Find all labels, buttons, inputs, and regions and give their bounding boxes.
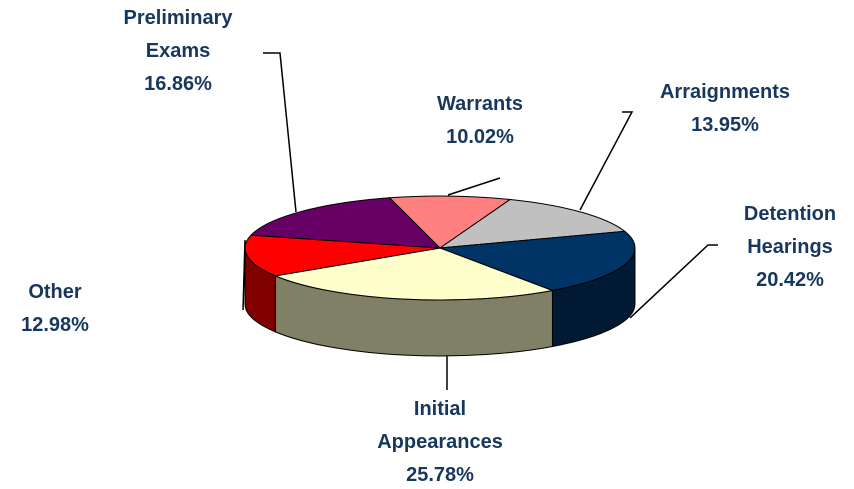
slice-label: Detention Hearings 20.42% <box>744 198 836 297</box>
leader-line <box>447 177 501 196</box>
pie-slice <box>439 230 636 292</box>
slice-name: Arraignments <box>659 81 791 103</box>
slice-name: Detention Hearings <box>743 203 837 258</box>
slice-name: Other <box>28 281 82 303</box>
slice-label: Preliminary Exams 16.86% <box>124 2 233 101</box>
slice-label: Other 12.98% <box>21 276 89 342</box>
pie-slice <box>388 195 512 249</box>
pie-slice <box>249 197 442 249</box>
pie-slice <box>438 198 626 249</box>
slice-value: 25.78% <box>406 464 474 486</box>
leader-line <box>629 244 718 319</box>
slice-value: 13.95% <box>691 114 759 136</box>
slice-value: 16.86% <box>144 73 212 95</box>
slice-name: Preliminary Exams <box>123 7 233 62</box>
pie-slice <box>244 234 441 277</box>
slice-label: Arraignments 13.95% <box>660 76 790 142</box>
slice-label: Warrants 10.02% <box>437 88 523 154</box>
leader-line <box>263 52 297 213</box>
slice-value: 20.42% <box>756 269 824 291</box>
leader-line <box>242 239 246 311</box>
slice-value: 12.98% <box>21 314 89 336</box>
leader-line <box>579 111 634 211</box>
slice-name: Warrants <box>437 93 523 115</box>
slice-name: Initial Appearances <box>377 398 503 453</box>
slice-value: 10.02% <box>446 126 514 148</box>
slice-label: Initial Appearances 25.78% <box>377 393 503 489</box>
pie-slice <box>273 247 555 301</box>
